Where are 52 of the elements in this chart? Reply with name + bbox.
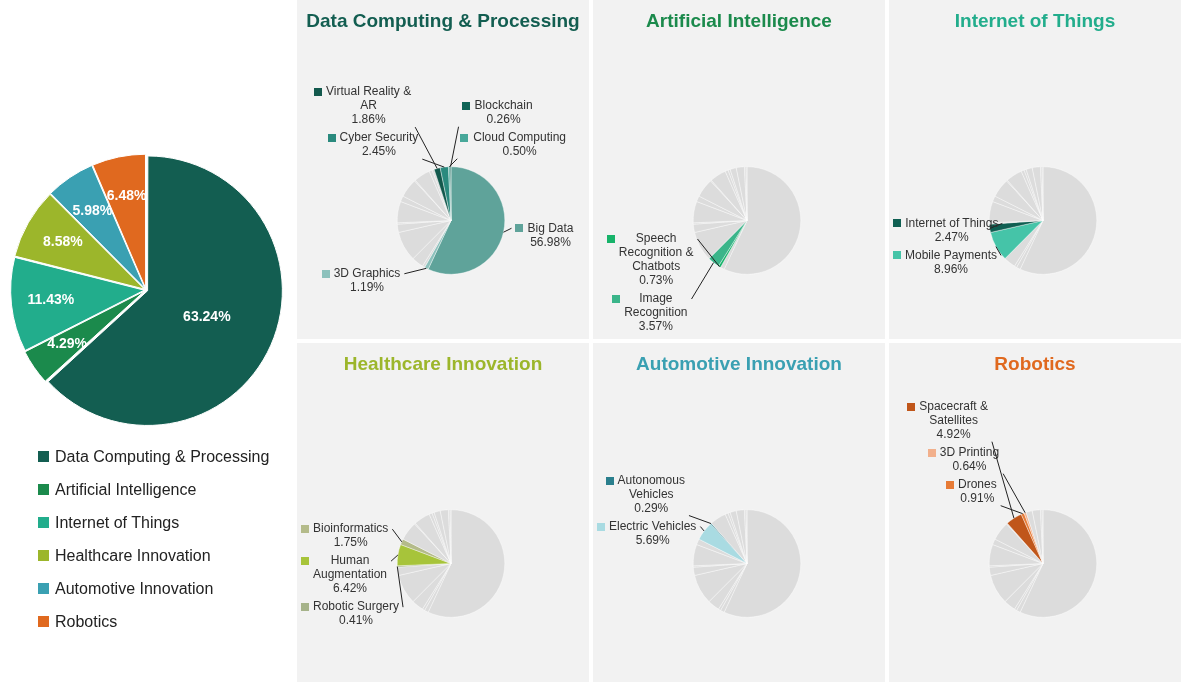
legend-label: Internet of Things (55, 513, 180, 532)
legend-label: Spacecraft & Satellites (919, 399, 988, 427)
legend-label: Big Data (527, 220, 574, 235)
chart-title: Internet of Things (953, 10, 1117, 32)
data-label: 11.43% (27, 291, 75, 308)
data-label: 1.86% (351, 112, 386, 127)
data-label: 0.29% (634, 500, 669, 515)
data-label: 0.50% (502, 144, 537, 159)
legend-label: Robotic Surgery (312, 599, 400, 614)
legend-label: Mobile Payments (904, 247, 998, 262)
data-label: 0.41% (339, 613, 374, 628)
data-label: 6.42% (333, 581, 368, 596)
legend-label: Cyber Security (339, 130, 419, 145)
legend-label: Electric Vehicles (608, 518, 697, 533)
text: Data Computing & Processing (305, 10, 581, 32)
data-label: 0.73% (639, 273, 674, 288)
chart-title: Healthcare Innovation (342, 353, 544, 375)
data-label: 8.96% (934, 261, 969, 276)
legend-label: Data Computing & Processing (55, 447, 270, 466)
data-label: 8.58% (42, 233, 84, 250)
chart-title: Artificial Intelligence (645, 10, 833, 32)
data-label: 1.19% (349, 280, 385, 295)
legend-label: Autonomous Vehicles (617, 472, 685, 501)
data-label: 6.48% (106, 187, 148, 204)
legend-label: Bioinformatics (313, 521, 389, 536)
legend-label: Automotive Innovation (55, 579, 214, 598)
data-label: 0.26% (486, 112, 521, 127)
legend-label: Drones (957, 477, 997, 491)
data-label: 2.47% (934, 229, 970, 244)
legend-label: Blockchain (474, 98, 533, 113)
data-label: 56.98% (530, 234, 572, 249)
chart-title: Robotics (993, 353, 1077, 375)
data-label: 5.69% (635, 532, 671, 547)
data-label: 3.57% (638, 319, 674, 334)
legend-label: Artificial Intelligence (55, 480, 197, 499)
data-label: 4.29% (47, 335, 88, 352)
legend-label: 3D Graphics (333, 266, 401, 281)
data-label: 63.24% (183, 307, 232, 324)
data-label: 0.91% (960, 491, 995, 505)
legend-label: Virtual Reality & AR (326, 84, 412, 113)
chart-title: Automotive Innovation (635, 353, 843, 375)
data-label: 0.64% (952, 459, 987, 473)
data-label: 1.75% (333, 535, 369, 550)
legend-label: Healthcare Innovation (55, 546, 211, 565)
legend-label: Human Augmentation (312, 553, 388, 582)
data-label: 2.45% (361, 144, 397, 159)
data-label: 4.92% (936, 427, 971, 441)
data-label: 5.98% (72, 201, 113, 218)
legend-label: Robotics (55, 612, 118, 631)
legend-label: Image Recognition (624, 291, 688, 320)
legend-label: Speech Recognition & Chatbots (618, 231, 694, 274)
legend-label: Cloud Computing (473, 130, 566, 145)
